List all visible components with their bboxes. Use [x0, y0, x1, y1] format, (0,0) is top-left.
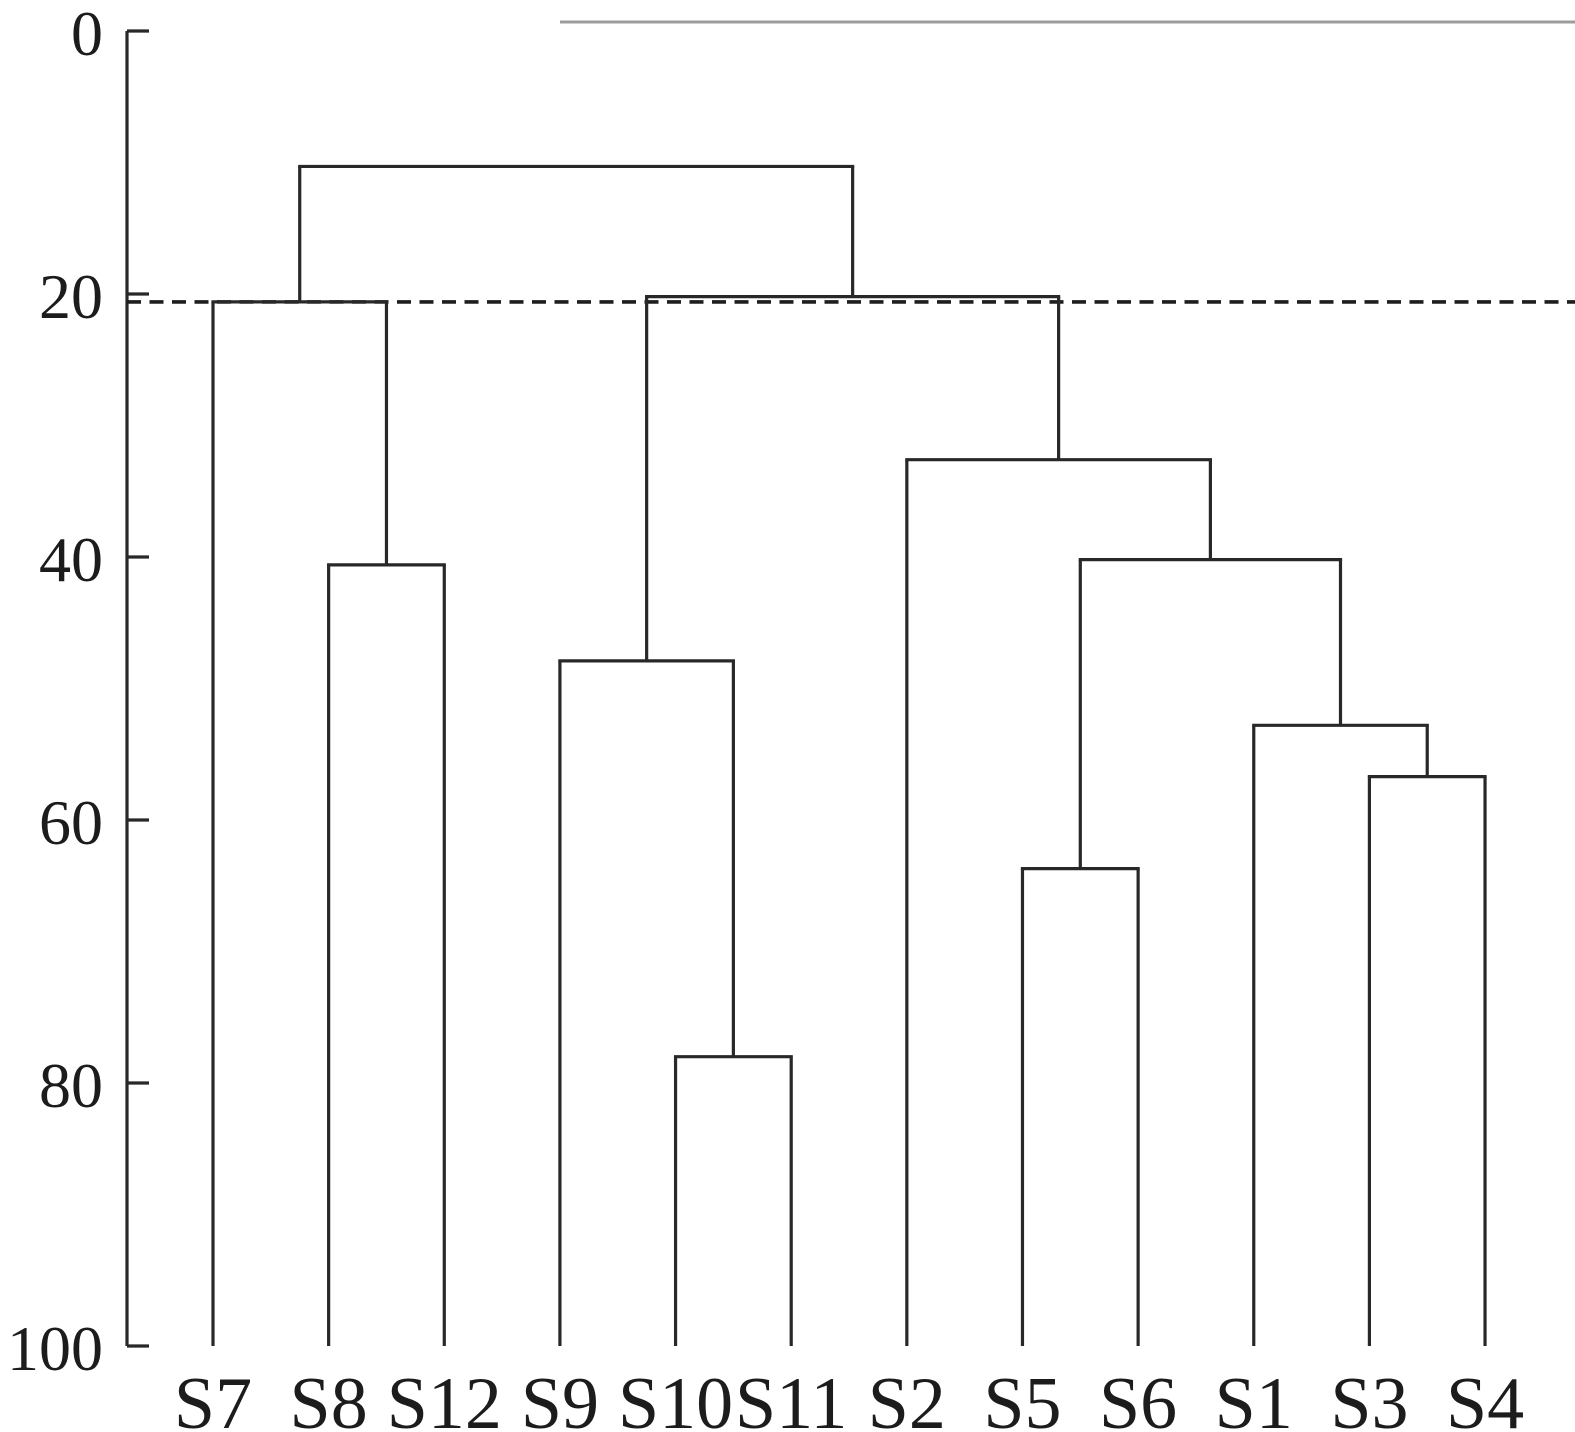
leaf-labels: S7 S8 S12 S9 S10 S11 S2 S5 S6 S1 S3 S4	[174, 1363, 1524, 1432]
leaf-label-S11: S11	[735, 1363, 847, 1432]
y-axis-tick-label-60: 60	[39, 787, 103, 858]
y-axis-tick-label-40: 40	[39, 524, 103, 595]
leaf-label-S8: S8	[290, 1363, 368, 1432]
leaf-label-S4: S4	[1446, 1363, 1524, 1432]
leaf-label-S2: S2	[868, 1363, 946, 1432]
leaf-label-S12: S12	[387, 1363, 502, 1432]
y-axis-tick-label-20: 20	[39, 261, 103, 332]
y-axis-tick-label-0: 0	[71, 0, 103, 69]
dendrogram-branches	[211, 164, 1487, 1346]
leaf-label-S5: S5	[983, 1363, 1061, 1432]
leaf-label-S1: S1	[1215, 1363, 1293, 1432]
leaf-label-S7: S7	[174, 1363, 252, 1432]
y-axis-tick-label-80: 80	[39, 1050, 103, 1121]
leaf-label-S6: S6	[1099, 1363, 1177, 1432]
leaf-label-S9: S9	[521, 1363, 599, 1432]
y-axis-tick-label-100: 100	[7, 1313, 103, 1384]
leaf-label-S10: S10	[618, 1363, 733, 1432]
y-axis: 0 20 40 60 80 100	[7, 0, 149, 1384]
leaf-label-S3: S3	[1330, 1363, 1408, 1432]
